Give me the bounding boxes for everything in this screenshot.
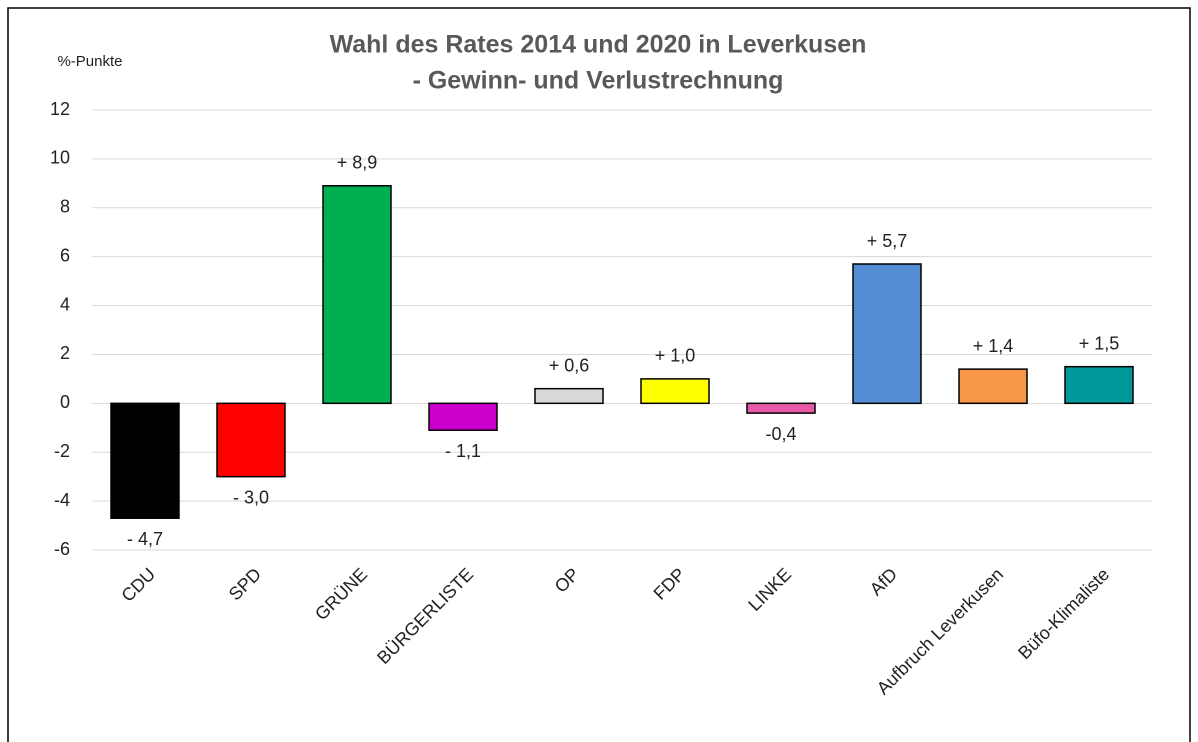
y-tick-label: 12	[50, 99, 70, 119]
y-tick-label: 10	[50, 148, 70, 168]
y-tick-label: -2	[54, 441, 70, 461]
bar	[852, 263, 922, 405]
bar	[746, 402, 816, 414]
value-label: + 0,6	[549, 355, 590, 375]
bar	[958, 368, 1028, 405]
value-label: + 8,9	[337, 153, 378, 173]
value-label: - 1,1	[445, 441, 481, 461]
value-label: + 5,7	[867, 231, 908, 251]
y-tick-label: -6	[54, 539, 70, 559]
chart-title: Wahl des Rates 2014 und 2020 in Leverkus…	[330, 31, 867, 59]
bar	[216, 402, 286, 478]
bar	[640, 378, 710, 405]
y-tick-label: 4	[60, 294, 70, 314]
value-label: + 1,0	[655, 346, 696, 366]
y-tick-label: -4	[54, 490, 70, 510]
bar	[428, 402, 498, 431]
value-label: + 1,4	[973, 336, 1014, 356]
y-tick-label: 2	[60, 343, 70, 363]
value-label: - 4,7	[127, 529, 163, 549]
y-tick-label: 6	[60, 245, 70, 265]
y-tick-label: 8	[60, 197, 70, 217]
value-label: + 1,5	[1079, 333, 1120, 353]
value-label: -0,4	[765, 424, 796, 444]
y-axis-label: %-Punkte	[57, 53, 122, 70]
value-label: - 3,0	[233, 487, 269, 507]
y-tick-label: 0	[60, 392, 70, 412]
bar	[534, 387, 604, 405]
chart-title: - Gewinn- und Verlustrechnung	[413, 67, 784, 95]
bar	[322, 185, 392, 405]
bar	[1064, 365, 1134, 405]
bar	[110, 402, 180, 519]
